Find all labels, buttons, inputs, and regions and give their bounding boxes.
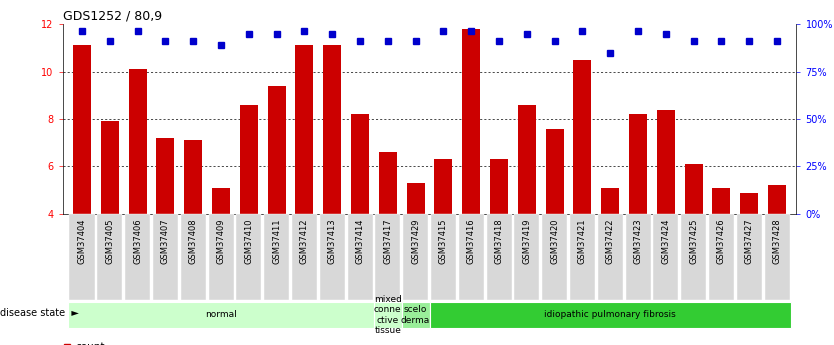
Text: idiopathic pulmonary fibrosis: idiopathic pulmonary fibrosis [545, 310, 676, 319]
Bar [601, 188, 619, 214]
Bar [574, 60, 591, 214]
Text: GSM37410: GSM37410 [244, 218, 254, 264]
FancyBboxPatch shape [709, 214, 734, 300]
Bar [184, 140, 202, 214]
Bar [462, 29, 480, 214]
Text: GSM37422: GSM37422 [605, 218, 615, 264]
Bar [629, 114, 647, 214]
FancyBboxPatch shape [430, 302, 791, 328]
Text: GSM37419: GSM37419 [522, 218, 531, 264]
FancyBboxPatch shape [653, 214, 678, 300]
Text: GSM37424: GSM37424 [661, 218, 671, 264]
Bar [407, 183, 425, 214]
Bar [101, 121, 118, 214]
Text: GSM37420: GSM37420 [550, 218, 559, 264]
Bar [212, 188, 230, 214]
Text: GSM37407: GSM37407 [161, 218, 170, 264]
Text: GSM37408: GSM37408 [188, 218, 198, 264]
Bar [324, 46, 341, 214]
Text: GSM37404: GSM37404 [78, 218, 87, 264]
FancyBboxPatch shape [570, 214, 595, 300]
Bar [240, 105, 258, 214]
Text: GSM37427: GSM37427 [745, 218, 754, 264]
FancyBboxPatch shape [542, 214, 567, 300]
Text: GSM37417: GSM37417 [384, 218, 392, 264]
Text: GSM37416: GSM37416 [467, 218, 475, 264]
Bar [656, 109, 675, 214]
FancyBboxPatch shape [375, 214, 400, 300]
Text: GDS1252 / 80,9: GDS1252 / 80,9 [63, 10, 162, 23]
Bar [490, 159, 508, 214]
FancyBboxPatch shape [374, 302, 402, 328]
FancyBboxPatch shape [403, 214, 428, 300]
Bar [518, 105, 535, 214]
Text: GSM37415: GSM37415 [439, 218, 448, 264]
Bar [768, 186, 786, 214]
FancyBboxPatch shape [264, 214, 289, 300]
Bar [268, 86, 285, 214]
Text: GSM37412: GSM37412 [300, 218, 309, 264]
Bar [545, 128, 564, 214]
Bar [712, 188, 731, 214]
Text: GSM37418: GSM37418 [495, 218, 504, 264]
Bar [435, 159, 452, 214]
FancyBboxPatch shape [98, 214, 123, 300]
Text: count: count [75, 342, 104, 345]
Text: disease state  ►: disease state ► [0, 308, 79, 318]
FancyBboxPatch shape [125, 214, 150, 300]
Text: GSM37405: GSM37405 [105, 218, 114, 264]
FancyBboxPatch shape [626, 214, 651, 300]
Text: GSM37429: GSM37429 [411, 218, 420, 264]
FancyBboxPatch shape [208, 214, 234, 300]
Text: GSM37423: GSM37423 [634, 218, 642, 264]
FancyBboxPatch shape [292, 214, 317, 300]
Bar [295, 46, 314, 214]
FancyBboxPatch shape [459, 214, 484, 300]
Text: GSM37413: GSM37413 [328, 218, 337, 264]
FancyBboxPatch shape [402, 302, 430, 328]
FancyBboxPatch shape [765, 214, 790, 300]
FancyBboxPatch shape [431, 214, 456, 300]
Text: mixed
conne
ctive
tissue: mixed conne ctive tissue [374, 295, 402, 335]
FancyBboxPatch shape [68, 302, 374, 328]
Text: normal: normal [205, 310, 237, 319]
Bar [379, 152, 397, 214]
FancyBboxPatch shape [69, 214, 94, 300]
Bar [157, 138, 174, 214]
FancyBboxPatch shape [153, 214, 178, 300]
Bar [741, 193, 758, 214]
Bar [351, 114, 369, 214]
FancyBboxPatch shape [736, 214, 761, 300]
Bar [685, 164, 702, 214]
Text: GSM37428: GSM37428 [772, 218, 781, 264]
Text: GSM37411: GSM37411 [272, 218, 281, 264]
FancyBboxPatch shape [681, 214, 706, 300]
Text: GSM37426: GSM37426 [717, 218, 726, 264]
Text: GSM37414: GSM37414 [355, 218, 364, 264]
FancyBboxPatch shape [515, 214, 540, 300]
FancyBboxPatch shape [348, 214, 373, 300]
FancyBboxPatch shape [598, 214, 623, 300]
FancyBboxPatch shape [319, 214, 344, 300]
Text: GSM37409: GSM37409 [217, 218, 225, 264]
Text: GSM37425: GSM37425 [689, 218, 698, 264]
Text: GSM37406: GSM37406 [133, 218, 142, 264]
Bar [73, 46, 91, 214]
Text: GSM37421: GSM37421 [578, 218, 587, 264]
FancyBboxPatch shape [236, 214, 261, 300]
Bar [128, 69, 147, 214]
FancyBboxPatch shape [486, 214, 511, 300]
FancyBboxPatch shape [181, 214, 206, 300]
Text: scelo
derma: scelo derma [401, 305, 430, 325]
